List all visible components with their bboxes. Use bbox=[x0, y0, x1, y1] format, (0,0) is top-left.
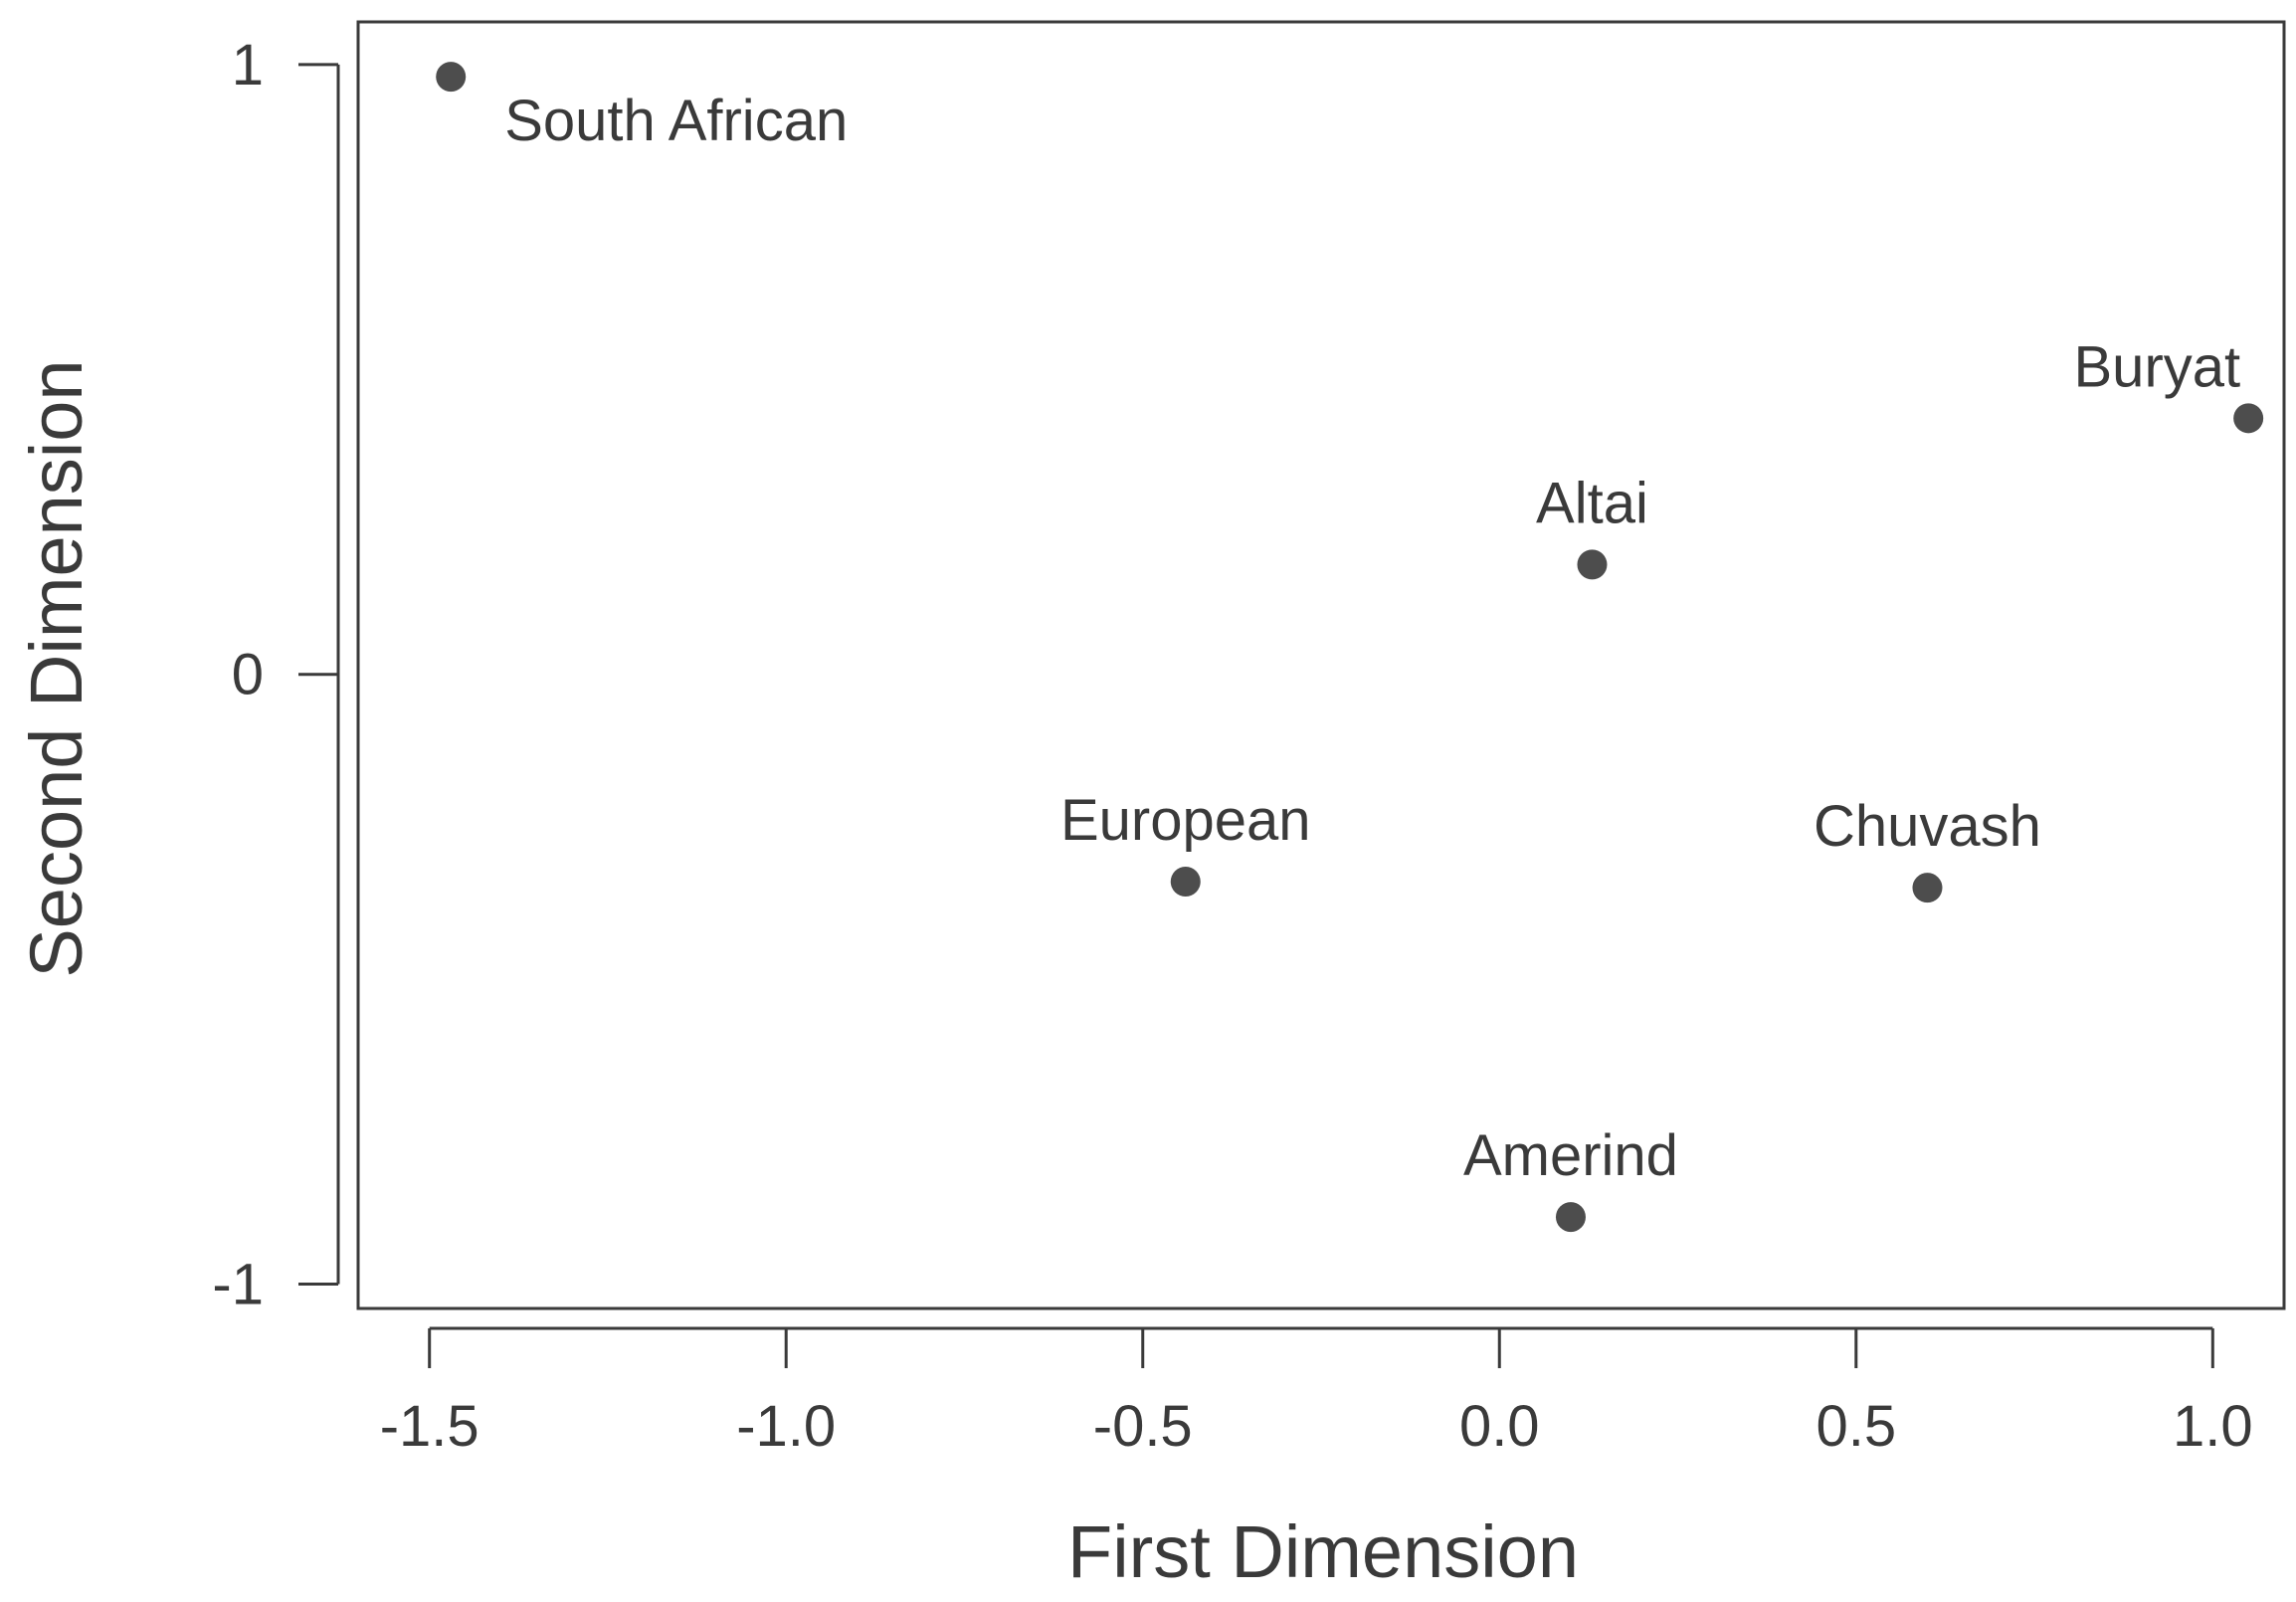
point-label: Buryat bbox=[2074, 334, 2241, 399]
x-axis: -1.5 -1.0 -0.5 0.0 0.5 1.0 bbox=[380, 1326, 2253, 1459]
point-label: Chuvash bbox=[1814, 794, 2041, 859]
x-tick-label: -0.5 bbox=[1093, 1394, 1193, 1459]
data-point bbox=[1170, 867, 1201, 898]
data-point bbox=[1912, 873, 1943, 903]
point-label: Amerind bbox=[1463, 1123, 1678, 1188]
point-label: Altai bbox=[1536, 471, 1648, 535]
y-axis-label: Second Dimension bbox=[15, 359, 97, 977]
y-tick-label: 1 bbox=[232, 33, 264, 98]
x-axis-label: First Dimension bbox=[1067, 1510, 1579, 1593]
plot-frame bbox=[356, 20, 2286, 1310]
y-tick-label: 0 bbox=[232, 643, 264, 707]
data-point bbox=[1577, 549, 1608, 580]
data-point bbox=[436, 62, 467, 93]
x-tick-label: 0.5 bbox=[1816, 1394, 1896, 1459]
point-label: South African bbox=[504, 89, 848, 153]
x-tick-label: 0.0 bbox=[1459, 1394, 1540, 1459]
y-tick-label: -1 bbox=[212, 1252, 264, 1316]
x-tick-label: -1.0 bbox=[736, 1394, 836, 1459]
data-point bbox=[2233, 403, 2264, 434]
x-tick-label: -1.5 bbox=[380, 1394, 479, 1459]
point-label: European bbox=[1060, 788, 1311, 853]
y-axis: 1 0 -1 bbox=[212, 33, 340, 1316]
data-point bbox=[1555, 1202, 1586, 1233]
x-tick-label: 1.0 bbox=[2173, 1394, 2253, 1459]
data-points: South African Buryat Altai European Chuvash A… bbox=[436, 62, 2264, 1233]
